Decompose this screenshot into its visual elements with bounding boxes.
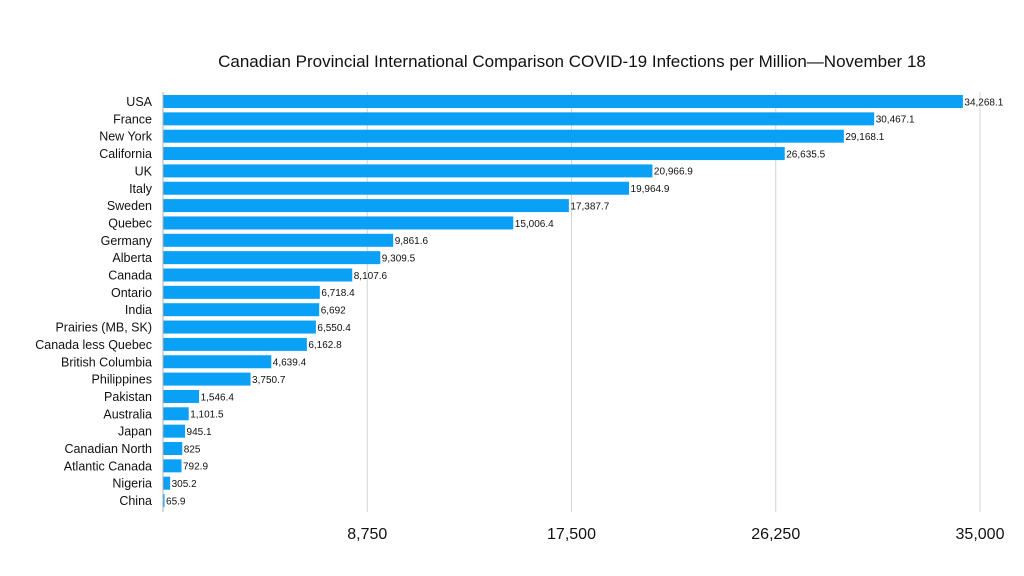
data-label: 8,107.6 xyxy=(354,271,388,282)
data-label: 305.2 xyxy=(172,479,197,490)
category-label: Canada xyxy=(108,269,152,283)
bar xyxy=(163,233,394,247)
bar xyxy=(163,129,844,143)
chart-title: Canadian Provincial International Compar… xyxy=(218,52,926,71)
data-label: 6,162.8 xyxy=(308,340,342,351)
category-label: Atlantic Canada xyxy=(64,459,152,473)
bar xyxy=(163,424,186,438)
data-label: 34,268.1 xyxy=(964,97,1003,108)
bar xyxy=(163,459,182,473)
bar xyxy=(163,95,963,108)
category-label: New York xyxy=(99,130,153,144)
category-label: Nigeria xyxy=(112,477,152,491)
bar xyxy=(163,442,183,455)
category-label: Germany xyxy=(101,234,153,248)
bar xyxy=(163,216,514,230)
bar xyxy=(163,337,307,351)
data-label: 4,639.4 xyxy=(273,358,307,369)
bar xyxy=(163,164,653,178)
bar xyxy=(163,494,165,508)
x-tick-labels: 8,750 17,500 26,250 35,000 xyxy=(347,526,1004,543)
x-tick-label: 26,250 xyxy=(751,526,800,543)
data-label: 1,546.4 xyxy=(201,392,235,403)
x-tick-label: 17,500 xyxy=(547,526,596,543)
bar xyxy=(163,355,272,369)
data-label: 6,692 xyxy=(321,306,346,317)
bar xyxy=(163,372,251,386)
bar xyxy=(163,112,875,126)
category-label: Prairies (MB, SK) xyxy=(55,321,152,335)
data-label: 20,966.9 xyxy=(654,167,693,178)
data-label: 3,750.7 xyxy=(252,375,286,386)
x-tick-label: 35,000 xyxy=(956,526,1005,543)
grid-lines xyxy=(366,92,981,512)
bar xyxy=(163,147,785,161)
bar xyxy=(163,476,171,490)
bar xyxy=(163,251,381,265)
data-label: 6,718.4 xyxy=(321,288,355,299)
data-label: 6,550.4 xyxy=(317,323,351,334)
data-label: 9,861.6 xyxy=(395,236,429,247)
category-label: India xyxy=(125,303,152,317)
data-label: 17,387.7 xyxy=(570,201,609,212)
bar xyxy=(163,407,189,421)
bar xyxy=(163,285,320,299)
bar xyxy=(163,199,569,213)
bars xyxy=(163,95,963,508)
data-label: 30,467.1 xyxy=(876,115,915,126)
category-label: France xyxy=(113,112,152,126)
data-label: 9,309.5 xyxy=(382,253,416,264)
category-label: Canadian North xyxy=(64,442,152,456)
bar xyxy=(163,389,200,403)
category-label: Pakistan xyxy=(104,390,152,404)
data-label: 792.9 xyxy=(183,462,208,473)
category-label: British Columbia xyxy=(61,355,152,369)
bar xyxy=(163,320,316,334)
data-label: 15,006.4 xyxy=(515,219,554,230)
bar xyxy=(163,181,630,195)
category-label: Japan xyxy=(118,425,152,439)
bar xyxy=(163,303,320,317)
category-label: Sweden xyxy=(107,199,152,213)
data-label: 29,168.1 xyxy=(845,132,884,143)
category-label: Australia xyxy=(103,407,152,421)
value-labels: 34,268.1 30,467.1 29,168.1 26,635.5 20,966.9… xyxy=(166,97,1004,507)
data-label: 19,964.9 xyxy=(631,184,670,195)
data-label: 1,101.5 xyxy=(190,410,224,421)
category-label: USA xyxy=(126,95,152,109)
category-labels: USA France New York California UK Italy Sweden… xyxy=(35,95,152,508)
category-label: Canada less Quebec xyxy=(35,338,152,352)
bar xyxy=(163,268,353,282)
category-label: Quebec xyxy=(108,216,152,230)
data-label: 65.9 xyxy=(166,496,186,507)
category-label: Ontario xyxy=(111,286,152,300)
category-label: UK xyxy=(135,164,153,178)
category-label: China xyxy=(119,494,152,508)
data-label: 945.1 xyxy=(187,427,212,438)
category-label: California xyxy=(99,147,152,161)
category-label: Alberta xyxy=(112,251,152,265)
data-label: 825 xyxy=(184,444,201,455)
category-label: Italy xyxy=(129,182,153,196)
data-label: 26,635.5 xyxy=(786,149,825,160)
x-tick-label: 8,750 xyxy=(347,526,387,543)
category-label: Philippines xyxy=(92,373,152,387)
